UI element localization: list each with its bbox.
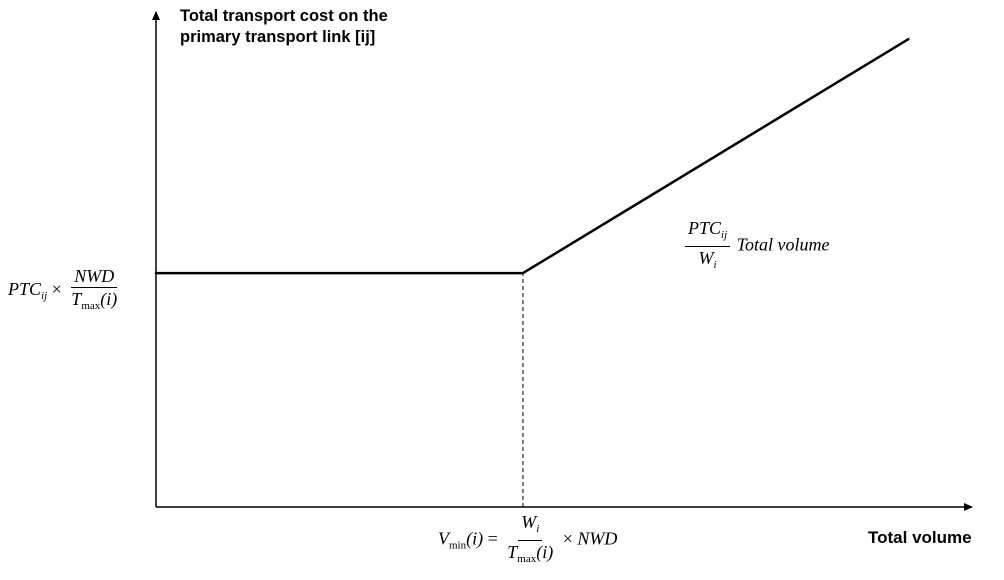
- breakpoint-eq: =: [487, 528, 498, 549]
- fixed-cost-prefix: PTC: [8, 279, 42, 300]
- x-axis-title: Total volume: [868, 528, 972, 547]
- chart-marks: [154, 37, 910, 507]
- breakpoint-label: Vmin(i) = Wi Tmax(i) × NWD: [438, 512, 617, 569]
- slope-fraction: PTCij Wi: [685, 218, 731, 275]
- slope-numerator: PTCij: [685, 218, 731, 247]
- cost-line-sloped-segment: [521, 37, 910, 275]
- breakpoint-lhs-arg: (i): [466, 528, 484, 549]
- slope-label: PTCij Wi Total volume: [683, 218, 829, 275]
- fixed-cost-prefix-sub: ij: [41, 290, 48, 303]
- fixed-cost-den-arg: (i): [100, 289, 118, 309]
- slope-denominator: Wi: [696, 247, 720, 275]
- breakpoint-den-main: T: [507, 542, 518, 562]
- breakpoint-num-main: W: [521, 512, 537, 532]
- fixed-cost-denominator: Tmax(i): [68, 288, 120, 316]
- breakpoint-den-sub: max: [517, 553, 537, 565]
- y-axis-title: Total transport cost on the primary tran…: [180, 6, 388, 48]
- breakpoint-lhs-sub: min: [449, 539, 467, 552]
- slope-den-main: W: [698, 248, 714, 268]
- slope-num-main: PTC: [688, 218, 722, 238]
- breakpoint-numerator: Wi: [518, 512, 543, 541]
- y-axis-title-line-1: Total transport cost on the: [180, 7, 388, 25]
- breakpoint-den-arg: (i): [536, 542, 554, 562]
- breakpoint-fraction: Wi Tmax(i): [504, 512, 556, 569]
- y-axis-title-line-2: primary transport link [ij]: [180, 28, 376, 46]
- slope-suffix: Total volume: [736, 234, 830, 255]
- slope-den-sub: i: [713, 259, 717, 271]
- breakpoint-lhs-main: V: [438, 528, 449, 549]
- breakpoint-denominator: Tmax(i): [504, 541, 556, 569]
- fixed-cost-den-sub: max: [81, 300, 101, 312]
- breakpoint-suffix: NWD: [577, 528, 618, 549]
- fixed-cost-label: PTCij × NWD Tmax(i): [8, 266, 122, 316]
- breakpoint-num-sub: i: [536, 523, 540, 535]
- fixed-cost-times: ×: [51, 279, 62, 300]
- fixed-cost-numerator: NWD: [71, 266, 118, 288]
- slope-num-sub: ij: [721, 229, 728, 241]
- fixed-cost-den-main: T: [71, 289, 82, 309]
- breakpoint-times: ×: [562, 528, 573, 549]
- fixed-cost-fraction: NWD Tmax(i): [68, 266, 120, 316]
